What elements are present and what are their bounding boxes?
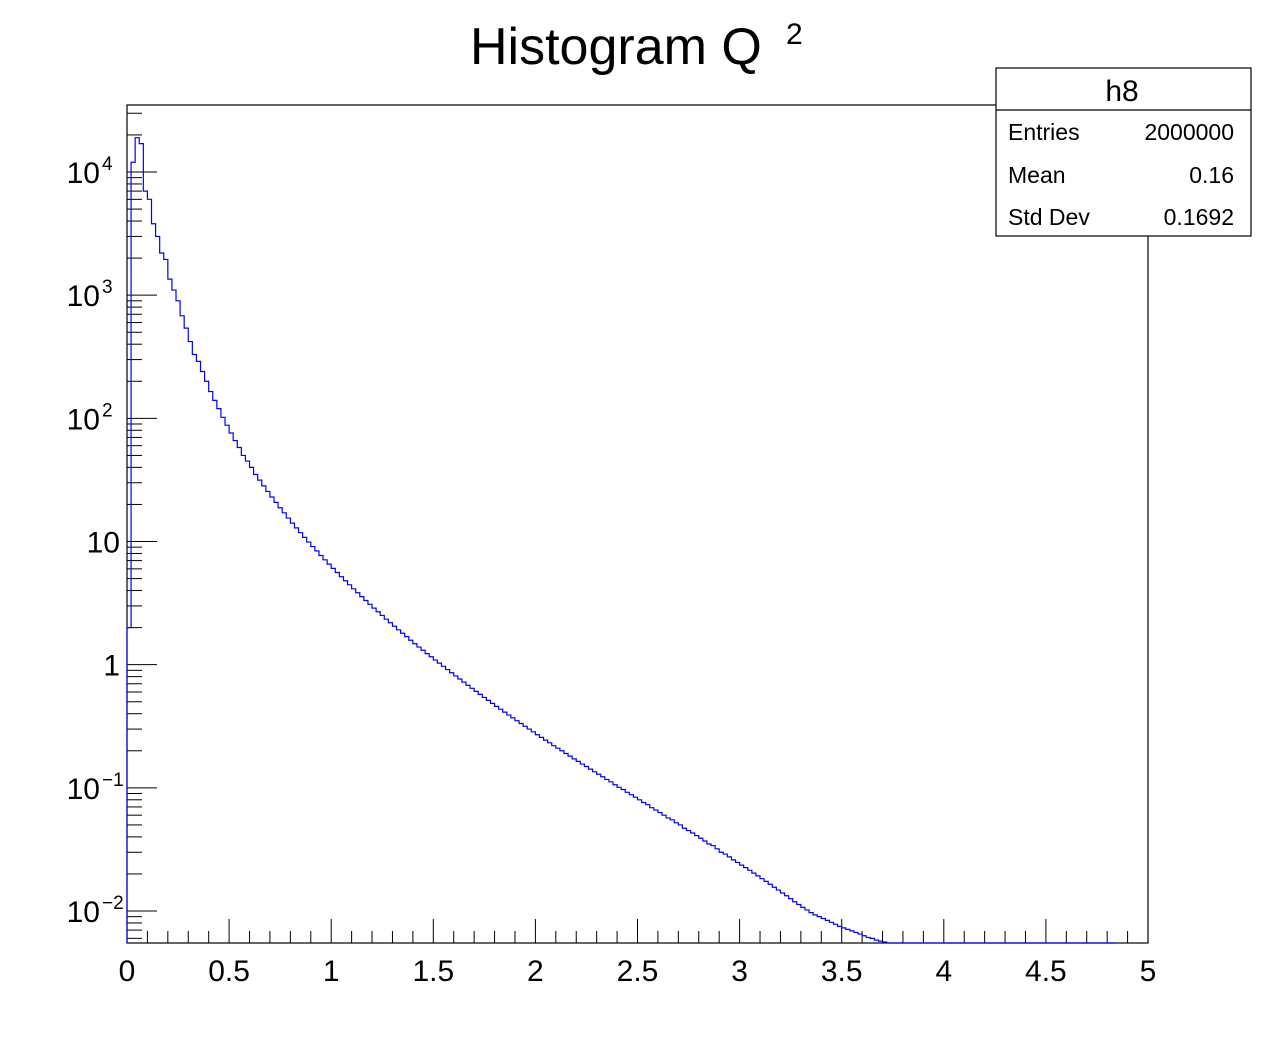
y-tick-label-base: 10 <box>67 280 100 313</box>
plot-frame <box>126 104 1149 944</box>
x-tick-label: 3 <box>731 955 748 988</box>
y-tick-label: 10 <box>87 527 120 560</box>
y-tick-label: 1 <box>103 650 120 683</box>
y-tick-label-base: 10 <box>67 896 100 929</box>
x-axis-tick-labels: 0 0.5 1 1.5 2 2.5 3 3.5 4 4.5 5 <box>119 955 1157 988</box>
x-tick-label: 4.5 <box>1025 955 1067 988</box>
stats-box-frame <box>995 67 1252 237</box>
y-tick-label-exponent: 3 <box>102 277 113 298</box>
x-tick-label: 2.5 <box>617 955 659 988</box>
y-tick-label-base: 10 <box>67 403 100 436</box>
y-tick-label-exponent: −1 <box>102 770 124 791</box>
y-tick-label-exponent: −2 <box>102 893 124 914</box>
y-tick-label-base: 10 <box>67 773 100 806</box>
axis-ticks <box>126 112 1149 943</box>
stats-mean-value: 0.16 <box>1189 162 1234 188</box>
x-tick-label: 0 <box>119 955 136 988</box>
y-tick-label-exponent: 4 <box>102 154 113 175</box>
stats-mean-label: Mean <box>1008 162 1066 188</box>
x-tick-label: 4 <box>935 955 952 988</box>
stats-stddev-value: 0.1692 <box>1164 204 1234 230</box>
x-tick-label: 3.5 <box>821 955 863 988</box>
y-tick-label-exponent: 2 <box>102 400 113 421</box>
x-tick-label: 2 <box>527 955 544 988</box>
x-tick-label: 1 <box>323 955 340 988</box>
stats-box: h8 Entries 2000000 Mean 0.16 Std Dev 0.1… <box>995 67 1252 237</box>
stats-entries-value: 2000000 <box>1144 119 1234 145</box>
stats-entries-label: Entries <box>1008 119 1080 145</box>
x-tick-label: 0.5 <box>208 955 250 988</box>
histogram-series-line <box>126 137 1116 944</box>
stats-stddev-label: Std Dev <box>1008 204 1090 230</box>
chart-title: Histogram Q <box>470 18 762 76</box>
chart-title-superscript: 2 <box>786 18 803 51</box>
x-tick-label: 1.5 <box>412 955 454 988</box>
x-tick-label: 5 <box>1140 955 1157 988</box>
stats-box-name: h8 <box>1105 75 1138 108</box>
y-tick-label-base: 10 <box>67 157 100 190</box>
